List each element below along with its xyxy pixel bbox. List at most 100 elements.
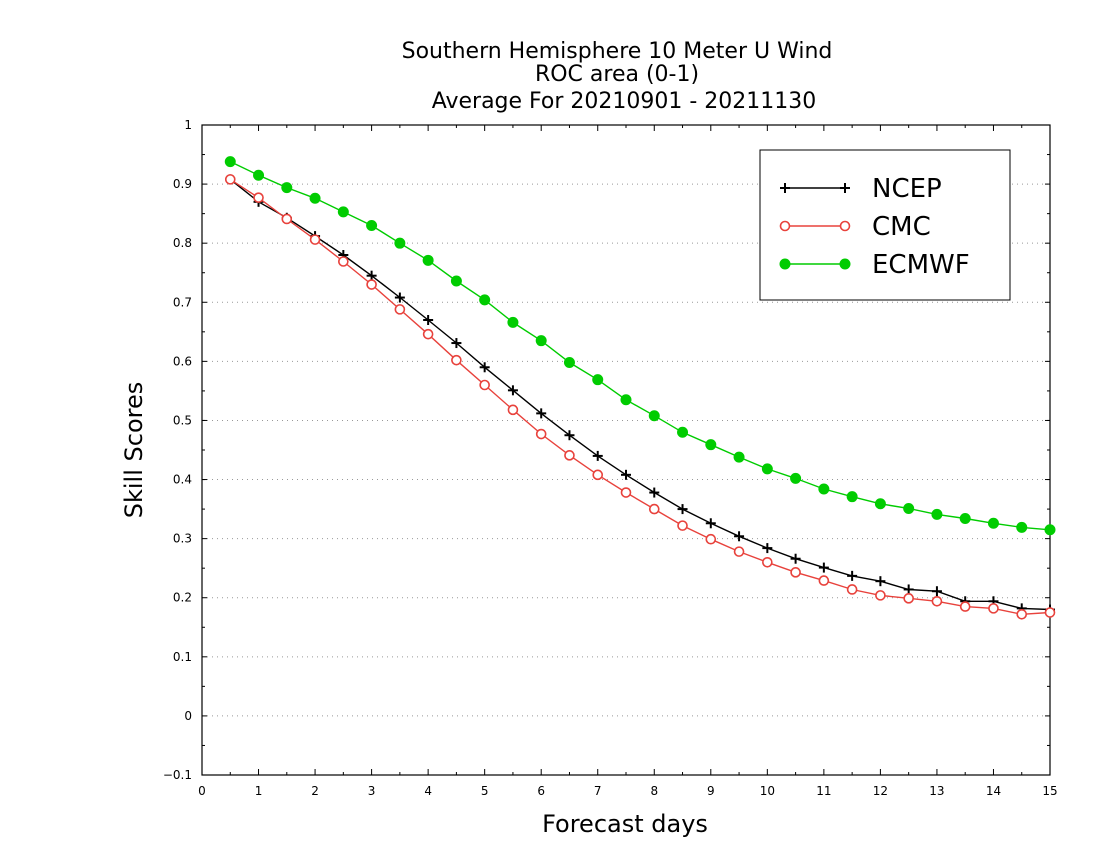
legend-marker-ecmwf [839,258,851,270]
y-tick-label: 1 [184,118,192,132]
data-point-ncep [762,543,773,554]
data-point-ncep [875,576,886,587]
legend-item-ecmwf: ECMWF [779,250,970,280]
legend-box [759,149,1011,301]
data-point-ncep [451,338,462,349]
y-tick-label: 0.6 [173,354,192,368]
data-point-ecmwf [648,410,660,422]
data-point-ncep [677,504,688,515]
y-tick-label: 0.2 [173,591,192,605]
data-point-ecmwf [733,451,745,463]
data-point-cmc [366,279,377,290]
data-point-ecmwf [846,491,858,503]
data-point-cmc [818,575,830,586]
x-tick-label: 10 [760,784,775,798]
axis-ticks: −0.100.10.20.30.40.50.60.70.80.910 1 2 3 4 5 6… [163,118,1058,798]
data-point-cmc [875,590,886,601]
data-point-ecmwf [818,483,830,495]
y-tick-label: 0.5 [173,413,192,427]
data-point-ecmwf [337,206,349,218]
data-point-cmc [705,533,717,545]
data-point-cmc [592,469,604,481]
data-point-ecmwf [450,275,462,287]
data-point-ncep [536,408,547,419]
x-tick-label: 14 [986,784,1001,798]
y-axis-label: Skill Scores [120,382,148,519]
x-axis-label: Forecast days [542,810,708,838]
legend-marker-ncep [780,183,790,193]
y-tick-label: 0.8 [173,236,192,250]
data-point-ecmwf [959,513,971,525]
data-point-cmc [394,304,406,315]
data-point-ecmwf [563,357,575,369]
data-point-ecmwf [394,237,406,249]
legend-marker-cmc [779,220,791,232]
data-point-ecmwf [309,192,321,204]
title-line-3: Average For 20210901 - 20211130 [432,89,817,114]
legend-label-ncep: NCEP [872,174,942,204]
data-point-cmc [309,234,321,245]
series-cmc [224,174,1056,620]
data-point-ncep [479,362,490,373]
data-point-cmc [790,567,801,578]
data-point-ncep [705,518,716,529]
legend-item-ncep: NCEP [780,174,942,204]
legend-marker-cmc [839,220,851,232]
data-point-ncep [592,450,603,461]
x-tick-label: 9 [707,784,715,798]
data-point-cmc [733,546,745,557]
data-point-ncep [903,584,914,595]
data-point-ecmwf [1044,524,1056,536]
data-point-ncep [649,487,660,498]
data-point-cmc [535,428,547,440]
data-point-ncep [564,430,575,441]
y-tick-label: 0.3 [173,532,192,546]
y-tick-label: 0.7 [173,295,192,309]
legend-item-cmc: CMC [779,212,931,242]
data-point-ecmwf [281,182,293,194]
data-point-cmc [648,503,660,515]
x-tick-label: 1 [255,784,263,798]
y-tick-label: −0.1 [163,768,192,782]
data-point-ncep [366,270,377,281]
data-point-cmc [224,174,236,185]
x-tick-label: 8 [650,784,658,798]
legend-label-ecmwf: ECMWF [872,250,970,280]
x-tick-label: 0 [198,784,206,798]
x-tick-label: 12 [873,784,888,798]
x-tick-label: 2 [311,784,319,798]
data-point-cmc [846,584,858,595]
data-point-cmc [620,487,632,498]
x-tick-label: 3 [368,784,376,798]
data-point-cmc [1016,608,1028,620]
data-point-ecmwf [422,254,434,266]
data-point-ecmwf [677,426,689,438]
data-point-cmc [903,593,914,604]
title-line-2: ROC area (0-1) [535,62,699,87]
data-point-cmc [253,192,264,203]
series-ecmwf [224,156,1056,536]
legend-label-cmc: CMC [872,212,931,242]
x-tick-label: 13 [929,784,944,798]
y-tick-label: 0.4 [173,473,192,487]
data-point-ecmwf [535,335,547,347]
data-point-ecmwf [507,316,519,328]
data-point-ncep [734,531,745,542]
data-point-cmc [988,603,999,614]
data-point-ecmwf [1016,521,1028,533]
data-point-ecmwf [987,517,999,529]
x-tick-label: 15 [1042,784,1057,798]
data-point-cmc [931,595,943,607]
data-point-ecmwf [705,439,717,451]
data-point-ecmwf [366,219,378,231]
legend-marker-ecmwf [779,258,791,270]
data-point-cmc [564,450,575,461]
series-layer [224,156,1056,620]
data-point-ncep [507,385,518,396]
data-point-ncep [818,562,829,573]
legend-marker-ncep [840,183,850,193]
data-point-ncep [423,315,434,325]
data-point-ncep [621,469,631,480]
data-point-cmc [1044,607,1056,618]
y-tick-label: 0 [184,709,192,723]
